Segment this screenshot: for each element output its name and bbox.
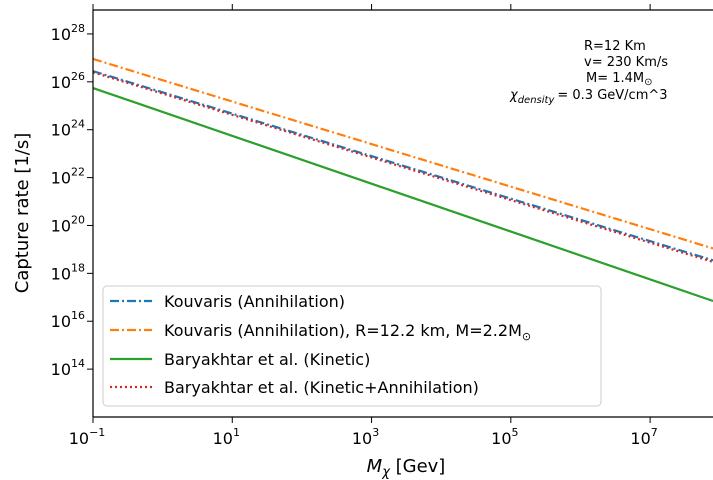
legend: Kouvaris (Annihilation) Kouvaris (Annihil… [102,285,602,407]
ticks-layer: 10−1 101 103 105 107 1014 1016 1018 1020 1022 1024… [51,4,658,448]
y-tick-label: 1018 [51,261,85,283]
legend-label-3: Baryakhtar et al. (Kinetic) [164,350,370,369]
legend-box [102,285,602,407]
legend-label-1: Kouvaris (Annihilation) [164,292,345,311]
y-tick-label: 1022 [51,166,85,188]
x-tick-label: 105 [491,426,518,448]
x-tick-label: 103 [352,426,379,448]
series-line-2 [92,57,713,250]
y-tick-label: 1028 [51,22,85,44]
annotation-density: χdensity = 0.3 GeV/cm^3 [509,88,668,106]
y-tick-label: 1020 [51,213,85,235]
parameter-annotation: R=12 Km v= 230 Km/s M= 1.4M⊙ χdensity = 0… [509,39,668,106]
y-axis-title: Capture rate [1/s] [12,133,33,294]
x-tick-label: 107 [630,426,657,448]
y-tick-label: 1024 [51,118,85,140]
x-tick-label: 10−1 [69,426,106,448]
y-tick-label: 1016 [51,309,85,331]
series-line-4 [92,71,713,263]
legend-label-2: Kouvaris (Annihilation), R=12.2 km, M=2.… [164,321,531,343]
x-tick-label: 101 [213,426,240,448]
series-line-1 [92,70,713,262]
x-axis-title: Mχ [Gev] [367,456,446,480]
series-layer [92,57,713,303]
annotation-velocity: v= 230 Km/s [584,55,668,70]
annotation-mass: M= 1.4M⊙ [586,71,653,88]
series-line-3 [92,86,713,303]
annotation-radius: R=12 Km [584,39,646,54]
y-tick-label: 1026 [51,70,85,92]
y-tick-label: 1014 [51,357,85,379]
legend-label-4: Baryakhtar et al. (Kinetic+Annihilation) [164,378,479,397]
